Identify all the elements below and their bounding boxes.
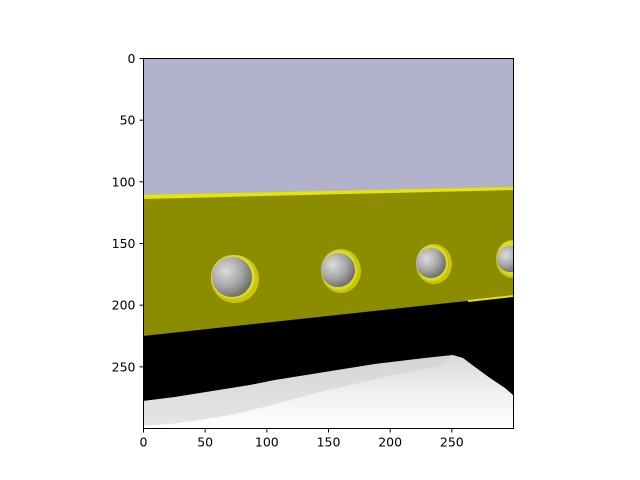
x-tick-label: 150 <box>317 435 341 450</box>
x-tick-label: 200 <box>378 435 402 450</box>
sphere-4 <box>496 240 513 278</box>
sphere-1 <box>211 255 259 303</box>
wall-top-edge <box>143 187 513 199</box>
sphere-3 <box>416 244 452 284</box>
sphere-2 <box>321 249 361 293</box>
x-tick-label: 250 <box>440 435 464 450</box>
x-tick-label: 0 <box>140 435 148 450</box>
y-tick-label: 100 <box>112 174 136 189</box>
sphere-4-ball <box>497 246 513 272</box>
y-tick-label: 200 <box>112 298 136 313</box>
x-tick-label: 100 <box>255 435 279 450</box>
sphere-2-ball <box>321 253 355 287</box>
y-tick-label: 250 <box>112 359 136 374</box>
y-tick-label: 0 <box>128 51 136 66</box>
x-axis: 0 50 100 150 200 250 <box>140 428 464 450</box>
image-area <box>143 58 513 428</box>
x-tick-label: 50 <box>197 435 213 450</box>
y-tick-label: 150 <box>112 236 136 251</box>
y-tick-label: 50 <box>120 113 136 128</box>
sphere-1-ball <box>212 257 252 297</box>
floor-shading <box>143 355 453 426</box>
wall-bottom-edge <box>468 295 513 302</box>
y-axis: 0 50 100 150 200 250 <box>112 51 144 374</box>
sphere-3-ball <box>416 248 446 278</box>
